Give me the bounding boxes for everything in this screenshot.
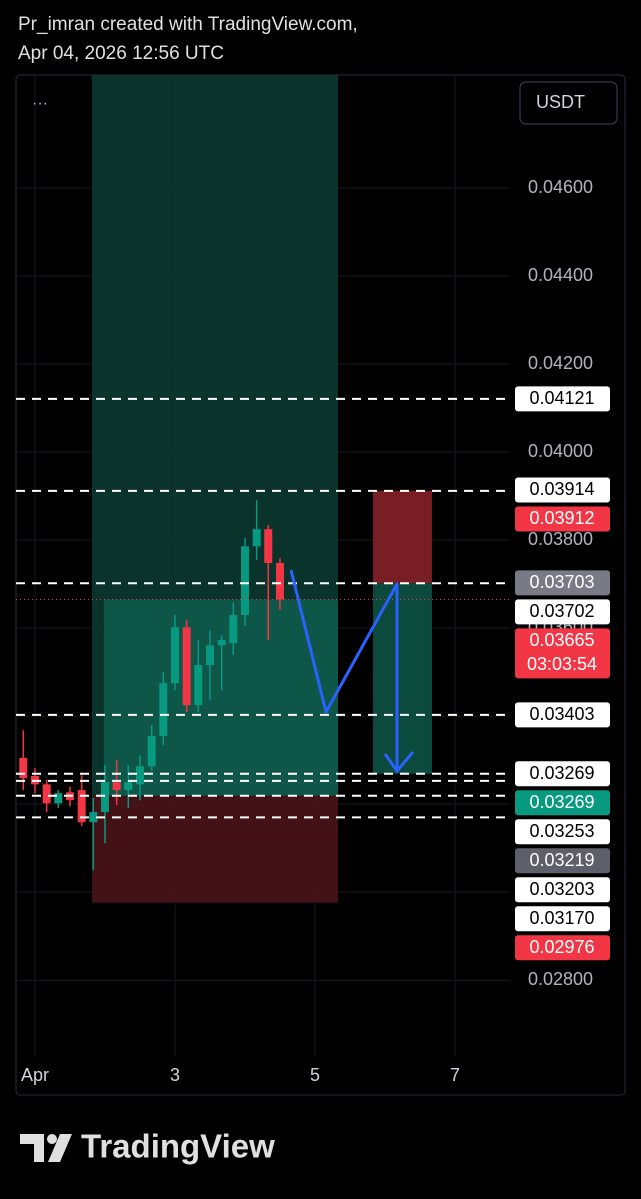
y-tick-label: 0.04000 xyxy=(528,441,593,461)
candle-body xyxy=(124,782,133,791)
price-label: 0.03703 xyxy=(529,572,594,592)
plot: 0.028000.030000.032000.034000.036000.038… xyxy=(16,75,610,1085)
y-tick-label: 0.04400 xyxy=(528,265,593,285)
loss-zone xyxy=(373,490,432,584)
price-label: 0.03269 xyxy=(529,792,594,812)
price-label: 0.03253 xyxy=(529,821,594,841)
price-label: 0.04121 xyxy=(529,388,594,408)
brand: TradingView xyxy=(81,1128,275,1165)
candle-body xyxy=(182,627,191,706)
header-subtitle: Apr 04, 2026 12:56 UTC xyxy=(18,43,224,64)
y-tick-label: 0.03800 xyxy=(528,529,593,549)
candle-body xyxy=(112,782,121,791)
price-label: 0.03219 xyxy=(529,850,594,870)
candle-body xyxy=(205,645,214,666)
price-label-box xyxy=(515,790,610,816)
logo-mark xyxy=(48,1134,72,1162)
loss-zone xyxy=(91,795,339,903)
y-tick-label: 0.02800 xyxy=(528,969,593,989)
candle-body xyxy=(170,627,179,684)
candle-body xyxy=(19,757,28,779)
currency-button[interactable] xyxy=(519,81,618,125)
open-profit xyxy=(103,599,339,796)
candle-body xyxy=(159,683,168,736)
profit-zone xyxy=(373,583,432,774)
candle-body xyxy=(240,546,249,615)
price-label-box xyxy=(515,877,610,903)
price-label-box xyxy=(515,848,610,874)
y-tick-label: 0.04600 xyxy=(528,177,593,197)
price-label: 0.03665 xyxy=(529,630,594,650)
price-label: 0.02976 xyxy=(529,937,594,957)
candle-body xyxy=(275,563,284,600)
candle-body xyxy=(54,793,63,804)
price-label-box xyxy=(515,819,610,845)
x-tick-label: 5 xyxy=(310,1065,320,1085)
candle-body xyxy=(42,784,51,804)
price-label: 0.03912 xyxy=(529,508,594,528)
candle-body xyxy=(100,782,109,813)
menu-dots[interactable]: ··· xyxy=(32,95,48,112)
header-title: Pr_imran created with TradingView.com, xyxy=(18,14,358,35)
price-label-box xyxy=(515,906,610,932)
candle-body xyxy=(252,529,261,547)
arrow-head xyxy=(383,751,415,774)
price-label: 0.03170 xyxy=(529,908,594,928)
candle-body xyxy=(77,790,86,823)
candle-body xyxy=(89,812,98,823)
price-label-box xyxy=(515,628,610,679)
logo-dot xyxy=(47,1134,57,1144)
price-label-box xyxy=(515,702,610,728)
price-label-box xyxy=(515,506,610,532)
candle-body xyxy=(217,640,226,646)
candle-body xyxy=(135,766,144,785)
currency: USDT xyxy=(536,92,585,112)
drawn-arrow xyxy=(289,569,399,770)
price-label-box xyxy=(515,477,610,503)
price-label-box xyxy=(515,935,610,961)
price-label: 0.03203 xyxy=(529,879,594,899)
price-label-box xyxy=(515,386,610,412)
y-tick-label: 0.04200 xyxy=(528,353,593,373)
candle-body xyxy=(194,665,203,706)
candle-body xyxy=(229,614,238,644)
price-label: 0.03269 xyxy=(529,763,594,783)
price-label-box xyxy=(515,570,610,596)
price-label-box xyxy=(515,599,610,625)
price-label-box xyxy=(515,761,610,787)
x-tick-label: 3 xyxy=(170,1065,180,1085)
countdown: 03:03:54 xyxy=(527,654,597,674)
price-label: 0.03914 xyxy=(529,479,594,499)
candle-body xyxy=(147,735,156,767)
price-label: 0.03403 xyxy=(529,704,594,724)
candle-body xyxy=(264,529,273,564)
price-label: 0.03702 xyxy=(529,601,594,621)
x-tick-label: Apr xyxy=(21,1065,49,1085)
logo xyxy=(20,1134,72,1162)
logo-mark xyxy=(20,1134,44,1162)
x-tick-label: 7 xyxy=(450,1065,460,1085)
